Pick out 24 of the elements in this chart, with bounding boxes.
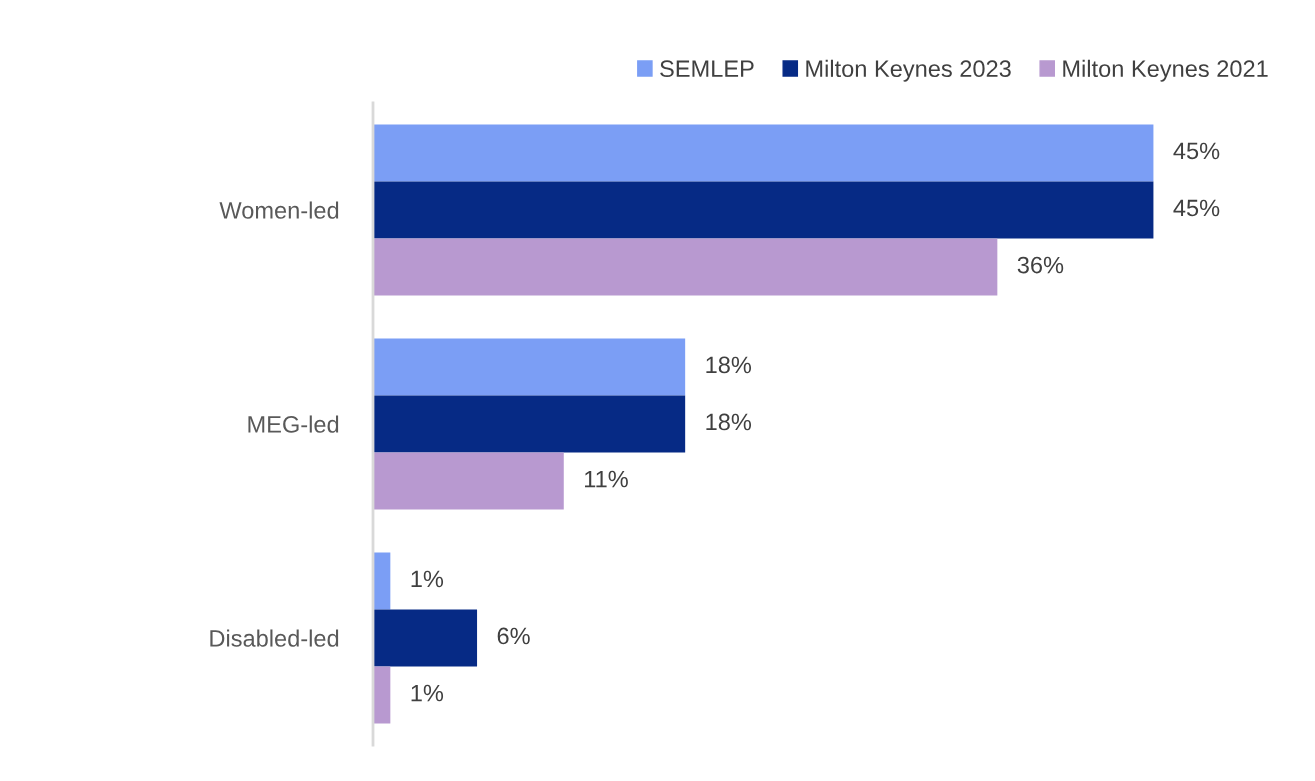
bar: [373, 452, 564, 510]
data-label: 45%: [1173, 142, 1220, 160]
bar: [373, 338, 686, 396]
y-tick-label: Women-led: [219, 201, 339, 219]
data-label: 11%: [585, 470, 628, 488]
y-tick-label: MEG-led: [248, 415, 339, 433]
bar: [373, 395, 686, 453]
data-label: 1%: [411, 684, 444, 702]
bar: [373, 552, 391, 610]
data-label: 18%: [706, 413, 752, 431]
data-label: 18%: [706, 356, 752, 374]
bar: [373, 609, 478, 667]
legend-label: SEMLEP: [660, 60, 754, 78]
bar: [373, 666, 391, 724]
data-label: 6%: [497, 627, 530, 645]
bar: [373, 238, 998, 296]
legend-label: Milton Keynes 2023: [806, 59, 1011, 82]
data-label: 1%: [411, 570, 444, 588]
y-tick-label: Disabled-led: [210, 629, 339, 647]
bar: [373, 124, 1154, 182]
bar: [373, 181, 1154, 239]
data-label: 45%: [1173, 199, 1220, 217]
legend-label: Milton Keynes 2021: [1063, 59, 1268, 82]
data-label: 36%: [1017, 256, 1064, 274]
